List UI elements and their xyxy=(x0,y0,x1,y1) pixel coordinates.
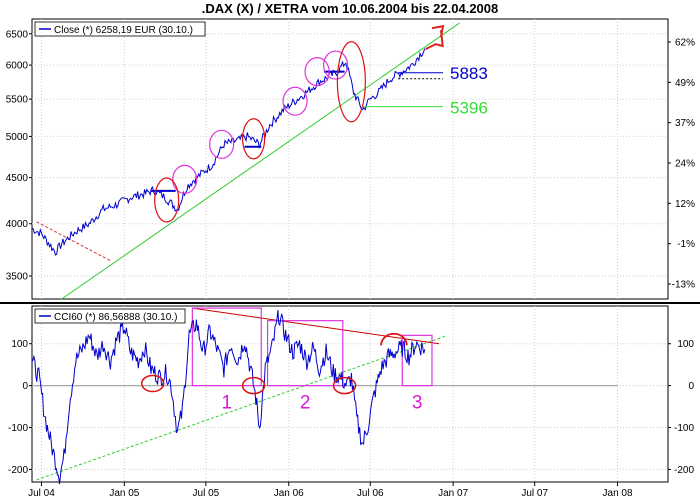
cci-rising-trend xyxy=(36,335,446,481)
price-legend-box xyxy=(34,21,206,37)
cci-y-label-right: -100 xyxy=(674,423,694,434)
cci-y-label-right: 100 xyxy=(677,339,694,350)
red-arrow-head xyxy=(431,24,445,38)
cci-red-arc xyxy=(380,332,408,346)
cci-legend-box xyxy=(34,308,186,324)
cci-legend-text: CCI60 (*) 86,56888 (30.10.) xyxy=(54,312,177,323)
price-right-label: -1% xyxy=(677,239,695,250)
price-y-label: 6500 xyxy=(6,29,29,40)
cci-phase-label: 1 xyxy=(222,393,233,414)
magenta-circle xyxy=(304,57,330,87)
cci-y-label-right: -200 xyxy=(674,465,694,476)
magenta-circle xyxy=(172,164,198,194)
price-plot-frame xyxy=(31,18,669,300)
cci-y-label-left: 100 xyxy=(11,339,28,350)
price-y-label: 5000 xyxy=(6,132,29,143)
price-right-label: 24% xyxy=(675,159,695,170)
red-ellipse xyxy=(154,177,180,223)
x-tick-label: Jan 08 xyxy=(603,488,633,499)
chart-title-group: .DAX (X) / XETRA vom 10.06.2004 bis 22.0… xyxy=(202,1,499,16)
x-tick-label: Jul 07 xyxy=(521,488,548,499)
x-tick-label: Jan 05 xyxy=(109,488,139,499)
price-right-label: 49% xyxy=(675,78,695,89)
chart-title: .DAX (X) / XETRA vom 10.06.2004 bis 22.0… xyxy=(202,1,499,16)
level-label-5883: 5883 xyxy=(450,64,488,83)
price-y-label: 6000 xyxy=(6,61,29,72)
magenta-circle xyxy=(282,86,308,116)
cci-phase-box xyxy=(401,334,433,387)
cci-panel: -200 -200 -100 -100 0 0 100 100 1 2 3 CCI60 (*) 86,… xyxy=(8,307,694,485)
cci-red-ellipse xyxy=(140,374,165,393)
cci-legend: CCI60 (*) 86,56888 (30.10.) xyxy=(34,308,186,324)
price-y-label: 4500 xyxy=(6,173,29,184)
cci-falling-trend xyxy=(192,307,440,345)
cci-phase-label: 2 xyxy=(300,393,311,414)
magenta-circle xyxy=(322,50,349,80)
cci-line xyxy=(31,310,426,485)
x-tick-label: Jul 05 xyxy=(193,488,220,499)
x-tick-label: Jan 06 xyxy=(274,488,304,499)
cci-y-label-right: 0 xyxy=(688,381,694,392)
cci-phase-box xyxy=(266,320,344,387)
x-tick-label: Jul 06 xyxy=(357,488,384,499)
price-right-label: 12% xyxy=(675,199,695,210)
chart-background xyxy=(0,18,700,483)
magenta-circle xyxy=(209,129,235,159)
cci-y-label-left: -100 xyxy=(8,423,28,434)
price-downtrend-line xyxy=(36,221,111,262)
price-panel: 3500 4000 4500 5000 5500 6000 6500 62% 49% 37% 24%… xyxy=(6,21,695,300)
level-label-5396: 5396 xyxy=(450,99,488,118)
cci-red-ellipse xyxy=(332,376,357,395)
price-right-label: 62% xyxy=(675,38,695,49)
cci-phase-label: 3 xyxy=(412,393,423,414)
price-legend: Close (*) 6258,19 EUR (30.10.) xyxy=(34,21,206,37)
price-y-label: 4000 xyxy=(6,219,29,230)
cci-y-label-left: -200 xyxy=(8,465,28,476)
price-trendline xyxy=(61,22,460,300)
x-tick-label: Jan 07 xyxy=(438,488,468,499)
price-legend-text: Close (*) 6258,19 EUR (30.10.) xyxy=(54,25,193,36)
red-ellipse xyxy=(336,41,366,123)
price-close-line xyxy=(32,48,426,256)
price-right-label: 37% xyxy=(675,118,695,129)
cci-red-ellipse xyxy=(241,376,266,395)
x-axis: Jul 04 Jan 05 Jul 05 Jan 06 Jul 06 Jan 07 Jul … xyxy=(28,482,633,499)
price-y-label: 3500 xyxy=(6,271,29,282)
x-tick-label: Jul 04 xyxy=(28,488,55,499)
cci-plot-frame xyxy=(31,305,669,483)
red-arrow-shaft xyxy=(425,30,444,51)
cci-y-label-left: 0 xyxy=(22,381,28,392)
cci-phase-box xyxy=(191,307,262,387)
price-y-label: 5500 xyxy=(6,95,29,106)
price-right-label: -13% xyxy=(672,280,695,291)
red-ellipse xyxy=(242,118,266,160)
